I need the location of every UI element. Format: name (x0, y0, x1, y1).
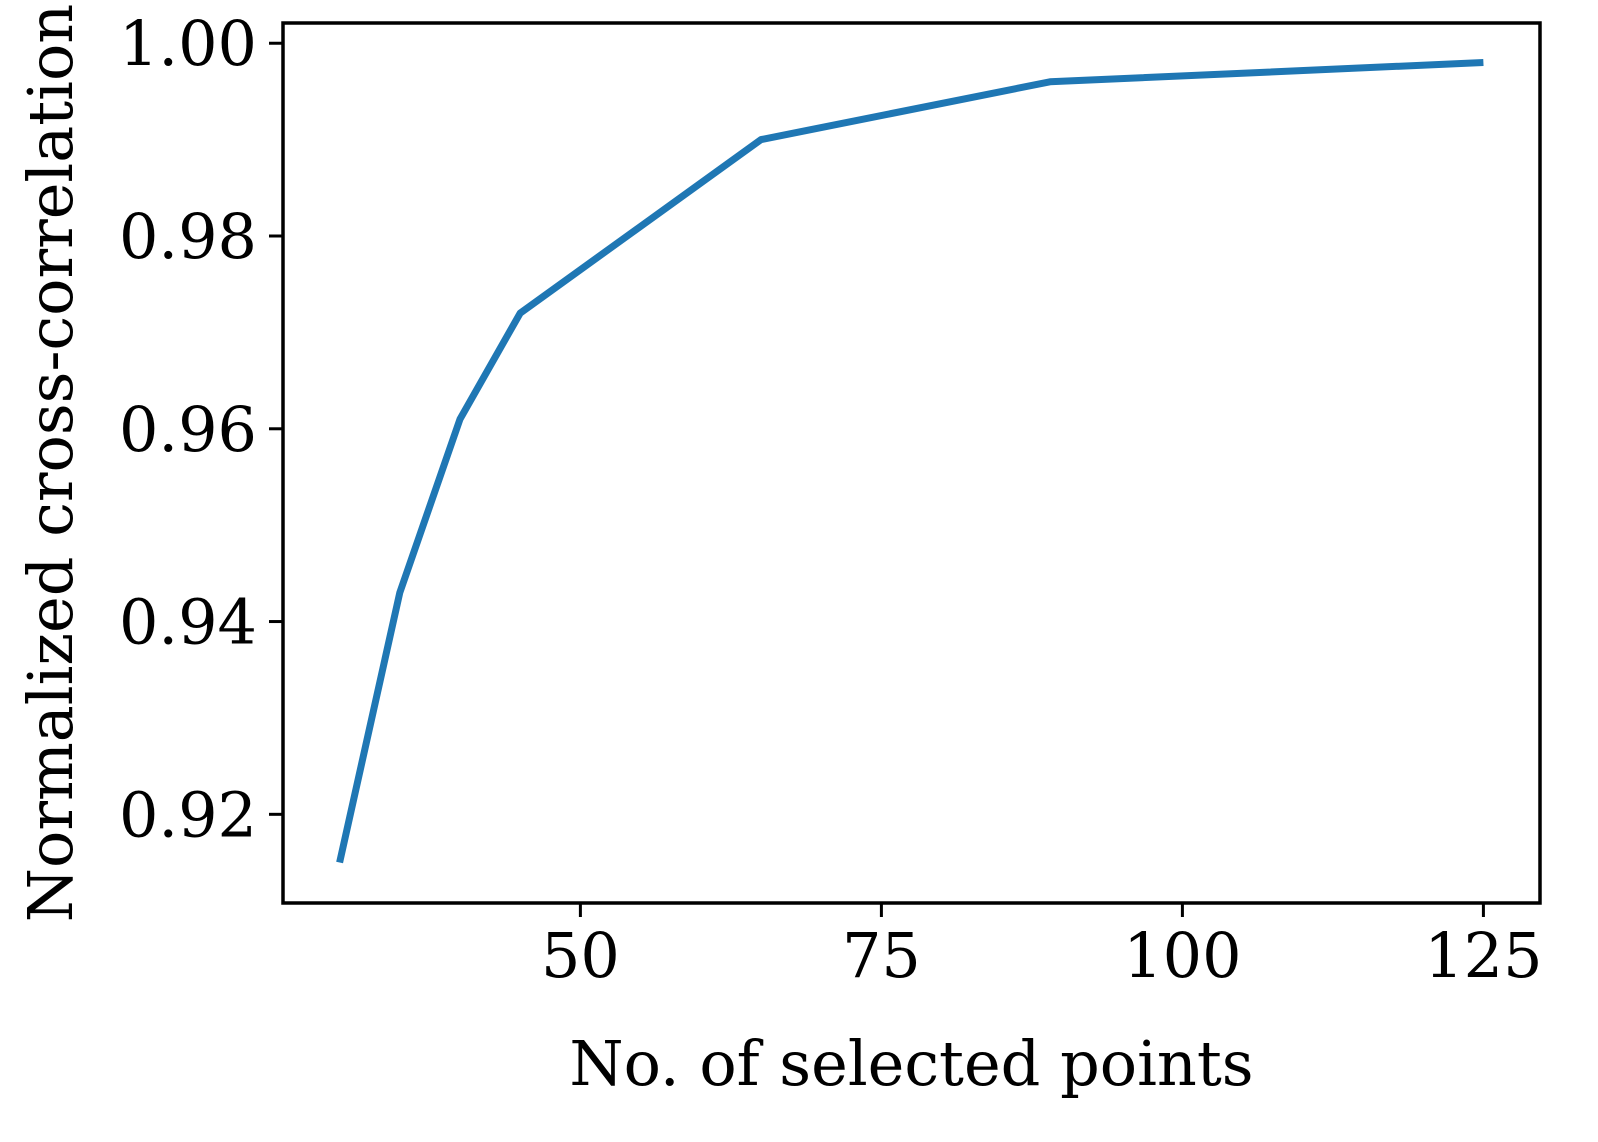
y-tick-label: 0.92 (119, 778, 257, 851)
x-tick-label: 100 (1123, 919, 1241, 992)
y-axis-label: Normalized cross-correlation (14, 4, 87, 922)
y-axis-ticks: 0.92 0.94 0.96 0.98 1.00 (119, 7, 283, 851)
x-tick-label: 50 (541, 919, 620, 992)
y-tick-label: 0.98 (119, 200, 257, 273)
x-tick-label: 75 (842, 919, 921, 992)
series-line (336, 59, 1484, 864)
x-axis-label: No. of selected points (569, 1027, 1253, 1100)
plot-frame (281, 21, 1542, 905)
y-tick-label: 0.96 (119, 393, 257, 466)
y-tick-label: 1.00 (119, 7, 257, 80)
x-axis-ticks: 50 75 100 125 (541, 903, 1543, 992)
y-tick-label: 0.94 (119, 586, 257, 659)
series-layer (336, 59, 1484, 864)
x-tick-label: 125 (1424, 919, 1542, 992)
